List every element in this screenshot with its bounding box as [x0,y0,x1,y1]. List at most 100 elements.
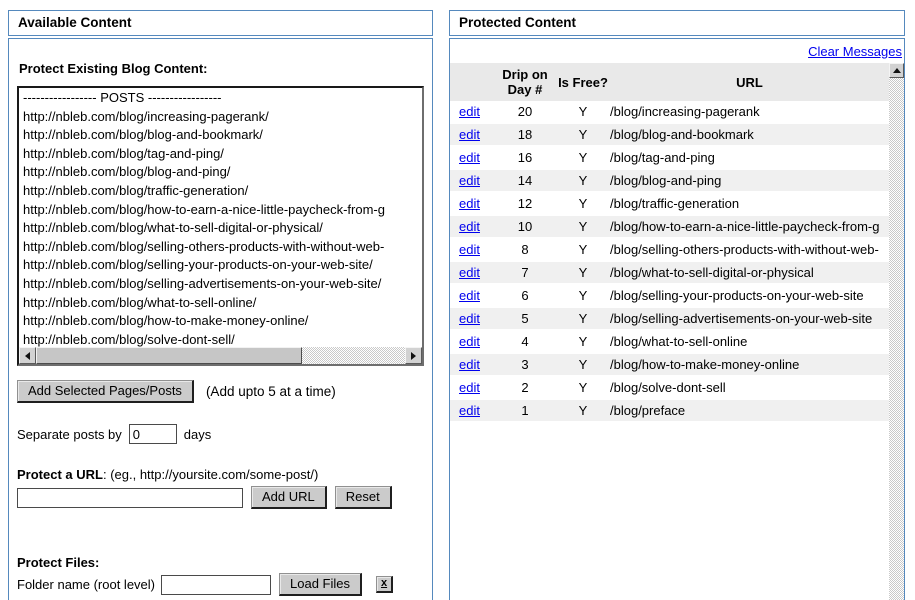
days-label: days [183,426,212,442]
available-content-title: Available Content [8,10,433,36]
listbox-item[interactable]: http://nbleb.com/blog/what-to-sell-digit… [23,220,323,236]
protect-url-label: Protect a URL [17,467,103,482]
protected-content-table: Drip on Day # Is Free? URL edit 20 Y [450,63,889,423]
listbox-item[interactable]: http://nbleb.com/blog/how-to-make-money-… [23,313,309,329]
edit-link[interactable]: edit [459,104,480,119]
drip-day-cell: 5 [494,308,556,331]
url-cell: /blog/what-to-sell-online [610,331,889,354]
url-cell: /blog/selling-advertisements-on-your-web… [610,308,889,331]
protect-url-hint: : (eg., http://yoursite.com/some-post/) [102,467,319,482]
protected-content-body: Clear Messages Drip on Day # Is Free? UR… [449,38,905,600]
is-free-cell: Y [556,124,610,147]
url-cell: /blog/preface [610,400,889,423]
scrollbar-track[interactable] [36,347,405,364]
reset-button[interactable]: Reset [334,486,392,509]
table-row: edit 10 Y /blog/how-to-earn-a-nice-littl… [450,216,889,239]
edit-link[interactable]: edit [459,334,480,349]
arrow-right-icon [411,351,416,360]
panel-title-text: Available Content [18,15,132,30]
table-vertical-scrollbar[interactable] [889,63,904,600]
url-cell: /blog/solve-dont-sell [610,377,889,400]
edit-link[interactable]: edit [459,127,480,142]
edit-link[interactable]: edit [459,196,480,211]
table-row: edit 8 Y /blog/selling-others-products-w… [450,239,889,262]
table-row: edit 6 Y /blog/selling-your-products-on-… [450,285,889,308]
listbox-item[interactable]: http://nbleb.com/blog/how-to-earn-a-nice… [23,201,385,217]
is-free-cell: Y [556,400,610,423]
listbox-item[interactable]: http://nbleb.com/blog/selling-your-produ… [23,257,373,273]
table-row: edit 7 Y /blog/what-to-sell-digital-or-p… [450,262,889,285]
arrow-up-icon [892,68,901,73]
listbox-horizontal-scrollbar[interactable] [19,347,422,364]
edit-link[interactable]: edit [459,242,480,257]
is-free-cell: Y [556,101,610,124]
url-cell: /blog/how-to-make-money-online [610,354,889,377]
scroll-left-button[interactable] [19,347,36,364]
is-free-cell: Y [556,331,610,354]
is-free-cell: Y [556,216,610,239]
protected-content-panel: Protected Content Clear Messages Drip on… [449,10,905,600]
drip-day-cell: 20 [494,101,556,124]
listbox-item[interactable]: ----------------- POSTS ----------------… [23,90,222,105]
listbox-item[interactable]: http://nbleb.com/blog/solve-dont-sell/ [23,331,235,347]
edit-link[interactable]: edit [459,357,480,372]
drip-day-cell: 16 [494,147,556,170]
is-free-cell: Y [556,262,610,285]
url-cell: /blog/selling-others-products-with-witho… [610,239,889,262]
edit-link[interactable]: edit [459,173,480,188]
listbox-item[interactable]: http://nbleb.com/blog/selling-advertisem… [23,275,382,291]
posts-listbox[interactable]: ----------------- POSTS ----------------… [17,86,424,366]
listbox-item[interactable]: http://nbleb.com/blog/tag-and-ping/ [23,145,224,161]
edit-link[interactable]: edit [459,288,480,303]
listbox-item[interactable]: http://nbleb.com/blog/blog-and-bookmark/ [23,127,263,143]
separate-days-input[interactable] [128,424,177,444]
load-files-button[interactable]: Load Files [279,573,362,596]
scrollbar-thumb[interactable] [36,347,302,364]
url-cell: /blog/selling-your-products-on-your-web-… [610,285,889,308]
edit-link[interactable]: edit [459,403,480,418]
folder-name-label: Folder name (root level) [17,577,155,592]
listbox-item[interactable]: http://nbleb.com/blog/blog-and-ping/ [23,164,231,180]
protect-url-input[interactable] [17,487,243,508]
scrollbar-track[interactable] [889,78,904,600]
is-free-cell: Y [556,377,610,400]
table-header-row: Drip on Day # Is Free? URL [450,63,889,101]
protect-files-heading: Protect Files: [17,555,100,570]
panel-title-text: Protected Content [459,15,577,30]
available-content-body: Protect Existing Blog Content: ---------… [8,38,433,600]
table-row: edit 16 Y /blog/tag-and-ping [450,147,889,170]
arrow-left-icon [25,351,30,360]
listbox-item[interactable]: http://nbleb.com/blog/what-to-sell-onlin… [23,294,257,310]
protected-table-wrap: Drip on Day # Is Free? URL edit 20 Y [450,63,904,600]
folder-name-input[interactable] [161,574,271,595]
table-row: edit 1 Y /blog/preface [450,400,889,423]
clear-messages-link[interactable]: Clear Messages [808,44,902,59]
scroll-up-button[interactable] [889,63,904,78]
close-button[interactable]: x [375,576,394,593]
listbox-item[interactable]: http://nbleb.com/blog/selling-others-pro… [23,238,385,254]
add-limit-hint: (Add upto 5 at a time) [205,384,336,399]
is-free-cell: Y [556,239,610,262]
table-row: edit 20 Y /blog/increasing-pagerank [450,101,889,124]
is-free-cell: Y [556,170,610,193]
is-free-cell: Y [556,193,610,216]
protected-table-area: Drip on Day # Is Free? URL edit 20 Y [450,63,889,600]
edit-link[interactable]: edit [459,219,480,234]
add-selected-pages-button[interactable]: Add Selected Pages/Posts [17,380,194,403]
add-url-button[interactable]: Add URL [251,486,327,509]
edit-link[interactable]: edit [459,265,480,280]
url-cell: /blog/tag-and-ping [610,147,889,170]
table-row: edit 5 Y /blog/selling-advertisements-on… [450,308,889,331]
listbox-item[interactable]: http://nbleb.com/blog/increasing-pageran… [23,108,269,124]
listbox-item[interactable]: http://nbleb.com/blog/traffic-generation… [23,182,249,198]
edit-link[interactable]: edit [459,311,480,326]
is-free-cell: Y [556,308,610,331]
scroll-right-button[interactable] [405,347,422,364]
table-row: edit 4 Y /blog/what-to-sell-online [450,331,889,354]
edit-link[interactable]: edit [459,150,480,165]
url-cell: /blog/how-to-earn-a-nice-little-paycheck… [610,216,889,239]
available-content-panel: Available Content Protect Existing Blog … [8,10,433,600]
drip-day-cell: 2 [494,377,556,400]
edit-link[interactable]: edit [459,380,480,395]
drip-day-cell: 4 [494,331,556,354]
